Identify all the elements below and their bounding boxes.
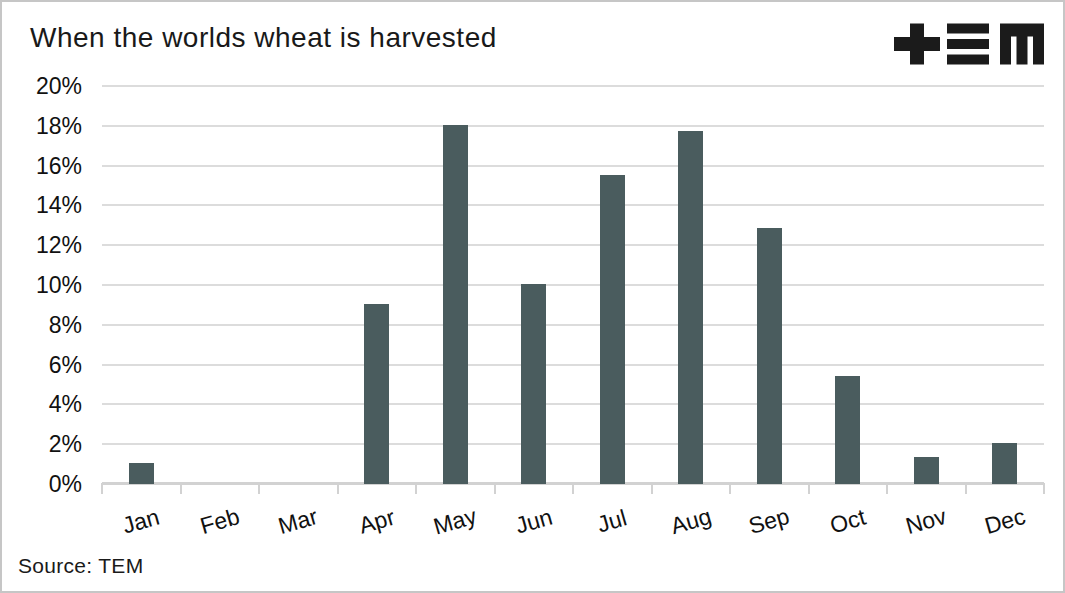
x-axis-tick	[965, 483, 967, 494]
gridline-18	[102, 125, 1044, 127]
x-axis-label-sep: Sep	[746, 503, 793, 540]
bar-oct	[835, 376, 860, 484]
x-axis-tick	[572, 483, 574, 494]
bar-jun	[521, 284, 546, 484]
bar-sep	[757, 228, 782, 484]
x-axis-label-apr: Apr	[356, 504, 398, 540]
gridline-12	[102, 244, 1044, 246]
bar-nov	[914, 457, 939, 484]
gridline-20	[102, 85, 1044, 87]
x-axis-tick	[729, 483, 731, 494]
x-axis-tick	[101, 483, 103, 494]
bar-jul	[600, 175, 625, 484]
x-axis-tick	[415, 483, 417, 494]
bar-jan	[129, 463, 154, 484]
y-axis-label-12: 12%	[2, 232, 82, 258]
x-axis-tick	[1043, 483, 1045, 494]
y-axis-label-2: 2%	[2, 431, 82, 457]
x-axis-tick	[494, 483, 496, 494]
x-axis-label-jan: Jan	[120, 503, 163, 539]
y-axis-label-4: 4%	[2, 391, 82, 417]
y-axis-label-16: 16%	[2, 153, 82, 179]
x-axis-tick	[337, 483, 339, 494]
x-axis-label-dec: Dec	[981, 503, 1028, 540]
x-axis-label-oct: Oct	[827, 504, 869, 540]
gridline-14	[102, 204, 1044, 206]
gridline-4	[102, 403, 1044, 405]
plot-area: 20% 18% 16% 14% 12% 10% 8% 6% 4% 2% 0% Jan Feb Mar Apr…	[2, 2, 1063, 591]
bar-aug	[678, 131, 703, 484]
y-axis-label-6: 6%	[2, 352, 82, 378]
y-axis-label-8: 8%	[2, 312, 82, 338]
x-axis-tick	[808, 483, 810, 494]
source-label: Source: TEM	[18, 554, 143, 578]
y-axis-label-10: 10%	[2, 272, 82, 298]
gridline-8	[102, 324, 1044, 326]
y-axis-label-14: 14%	[2, 192, 82, 218]
x-axis-label-aug: Aug	[667, 503, 714, 540]
bar-dec	[992, 443, 1017, 484]
bar-may	[443, 125, 468, 484]
bar-apr	[364, 304, 389, 484]
x-axis-label-may: May	[431, 503, 480, 541]
x-axis-label-feb: Feb	[197, 503, 243, 540]
y-axis-label-20: 20%	[2, 73, 82, 99]
x-axis-label-mar: Mar	[275, 503, 321, 540]
gridline-6	[102, 364, 1044, 366]
x-axis-label-jul: Jul	[594, 504, 630, 538]
gridline-16	[102, 165, 1044, 167]
x-axis-label-jun: Jun	[512, 503, 555, 539]
x-axis-tick	[886, 483, 888, 494]
gridline-10	[102, 284, 1044, 286]
y-axis-label-0: 0%	[2, 471, 82, 497]
x-axis-tick	[180, 483, 182, 494]
chart-canvas: When the worlds wheat is harvested 20%18…	[0, 0, 1065, 593]
y-axis-label-18: 18%	[2, 113, 82, 139]
x-axis-tick	[651, 483, 653, 494]
gridline-2	[102, 443, 1044, 445]
x-axis-label-nov: Nov	[903, 503, 950, 540]
x-axis-tick	[258, 483, 260, 494]
